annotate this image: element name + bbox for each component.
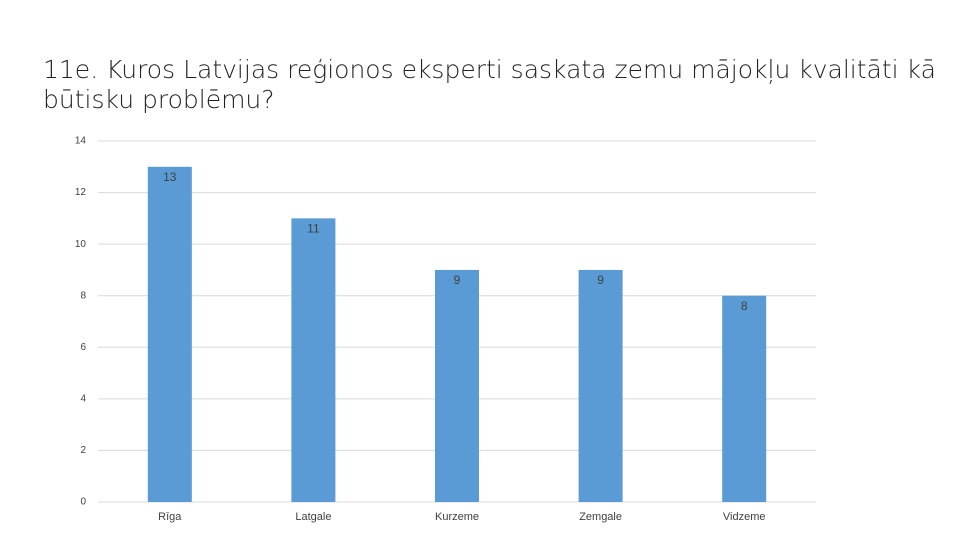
bar xyxy=(722,295,767,502)
y-tick-label: 0 xyxy=(80,497,86,508)
chart-title: 11e. Kuros Latvijas reģionos eksperti sa… xyxy=(43,55,936,114)
bar xyxy=(435,269,479,502)
y-tick-label: 2 xyxy=(80,445,86,456)
data-label: 8 xyxy=(741,299,748,313)
bar xyxy=(578,269,623,502)
y-tick-label: 6 xyxy=(80,342,86,353)
x-tick-label: Latgale xyxy=(295,511,331,523)
x-tick-label: Rīga xyxy=(158,511,182,523)
y-tick-label: 12 xyxy=(75,187,87,198)
y-tick-label: 14 xyxy=(75,136,87,147)
data-label: 11 xyxy=(307,222,320,236)
data-label: 9 xyxy=(597,273,604,287)
bar xyxy=(291,218,336,502)
y-tick-label: 10 xyxy=(75,239,87,250)
x-tick-label: Zemgale xyxy=(579,511,622,523)
y-tick-label: 4 xyxy=(80,393,86,404)
y-tick-label: 8 xyxy=(80,290,86,301)
data-label: 13 xyxy=(163,170,177,184)
x-tick-label: Vidzeme xyxy=(723,511,766,523)
x-tick-label: Kurzeme xyxy=(435,511,479,523)
data-label: 9 xyxy=(454,273,461,287)
bar xyxy=(147,166,192,503)
